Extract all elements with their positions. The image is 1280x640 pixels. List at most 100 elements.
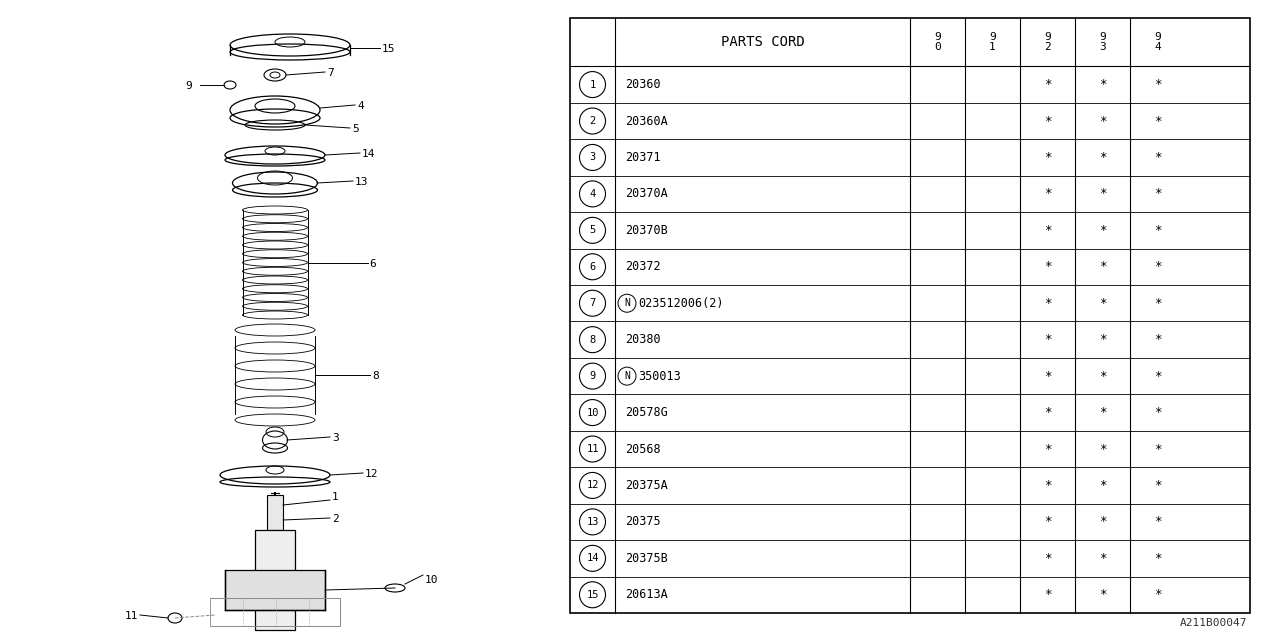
Text: 20372: 20372 — [625, 260, 660, 273]
Text: *: * — [1153, 224, 1161, 237]
Text: 9: 9 — [989, 32, 996, 42]
Text: 10: 10 — [425, 575, 439, 585]
Text: 1: 1 — [589, 79, 595, 90]
Text: 3: 3 — [332, 433, 339, 443]
Text: 7: 7 — [589, 298, 595, 308]
Text: 9: 9 — [1155, 32, 1161, 42]
Text: *: * — [1098, 297, 1106, 310]
Text: *: * — [1098, 588, 1106, 601]
Text: *: * — [1043, 188, 1051, 200]
Text: 3: 3 — [1100, 42, 1106, 52]
Text: *: * — [1153, 442, 1161, 456]
Text: *: * — [1098, 78, 1106, 91]
Text: *: * — [1098, 406, 1106, 419]
Text: 15: 15 — [586, 590, 599, 600]
Text: 20613A: 20613A — [625, 588, 668, 601]
Text: *: * — [1098, 151, 1106, 164]
Text: *: * — [1043, 442, 1051, 456]
Text: *: * — [1043, 515, 1051, 529]
Bar — [225, 570, 325, 610]
Text: *: * — [1043, 333, 1051, 346]
Text: 8: 8 — [372, 371, 379, 381]
Text: 20360A: 20360A — [625, 115, 668, 127]
Text: *: * — [1098, 333, 1106, 346]
Text: *: * — [1098, 515, 1106, 529]
Text: 1: 1 — [332, 492, 339, 502]
Text: *: * — [1153, 333, 1161, 346]
Text: *: * — [1153, 151, 1161, 164]
Text: 20370B: 20370B — [625, 224, 668, 237]
Text: *: * — [1043, 552, 1051, 565]
Text: 4: 4 — [357, 101, 364, 111]
Text: 20371: 20371 — [625, 151, 660, 164]
Bar — [268, 495, 283, 530]
Text: 9: 9 — [1044, 32, 1051, 42]
Text: 4: 4 — [1155, 42, 1161, 52]
Text: *: * — [1153, 188, 1161, 200]
Text: 13: 13 — [355, 177, 369, 187]
Text: 12: 12 — [586, 481, 599, 490]
Text: 20578G: 20578G — [625, 406, 668, 419]
Text: 5: 5 — [589, 225, 595, 236]
Text: *: * — [1153, 588, 1161, 601]
Text: *: * — [1153, 479, 1161, 492]
Text: 14: 14 — [586, 554, 599, 563]
Text: 6: 6 — [589, 262, 595, 272]
Text: A211B00047: A211B00047 — [1180, 618, 1248, 628]
Text: 10: 10 — [586, 408, 599, 417]
Text: 20568: 20568 — [625, 442, 660, 456]
Text: *: * — [1153, 406, 1161, 419]
Text: 20375A: 20375A — [625, 479, 668, 492]
Text: *: * — [1043, 479, 1051, 492]
Text: *: * — [1153, 78, 1161, 91]
Text: *: * — [1153, 297, 1161, 310]
Text: PARTS CORD: PARTS CORD — [721, 35, 804, 49]
Text: *: * — [1043, 297, 1051, 310]
Text: *: * — [1153, 260, 1161, 273]
Text: *: * — [1153, 515, 1161, 529]
Text: 9: 9 — [1100, 32, 1106, 42]
Text: N: N — [625, 371, 630, 381]
Text: 9: 9 — [589, 371, 595, 381]
Text: 2: 2 — [332, 514, 339, 524]
Text: 9: 9 — [934, 32, 941, 42]
Text: 023512006(2): 023512006(2) — [637, 297, 723, 310]
Text: *: * — [1043, 78, 1051, 91]
Bar — [210, 598, 340, 626]
Text: *: * — [1043, 588, 1051, 601]
Text: N: N — [625, 298, 630, 308]
Text: 11: 11 — [586, 444, 599, 454]
Text: 20375B: 20375B — [625, 552, 668, 565]
Text: *: * — [1043, 370, 1051, 383]
Text: 20375: 20375 — [625, 515, 660, 529]
Text: 7: 7 — [326, 68, 334, 78]
Text: 2: 2 — [1044, 42, 1051, 52]
Text: 9: 9 — [186, 81, 192, 91]
Text: 2: 2 — [589, 116, 595, 126]
Text: *: * — [1098, 552, 1106, 565]
Text: *: * — [1098, 260, 1106, 273]
Text: 12: 12 — [365, 469, 379, 479]
Text: 5: 5 — [352, 124, 358, 134]
Text: 20370A: 20370A — [625, 188, 668, 200]
Text: *: * — [1153, 370, 1161, 383]
Text: *: * — [1043, 151, 1051, 164]
Text: *: * — [1098, 115, 1106, 127]
Text: 6: 6 — [370, 259, 376, 269]
Text: 3: 3 — [589, 152, 595, 163]
Text: 8: 8 — [589, 335, 595, 345]
Text: *: * — [1043, 260, 1051, 273]
Text: 20360: 20360 — [625, 78, 660, 91]
Text: 20380: 20380 — [625, 333, 660, 346]
Text: 15: 15 — [381, 44, 396, 54]
Text: 4: 4 — [589, 189, 595, 199]
Bar — [255, 530, 294, 630]
Text: *: * — [1098, 442, 1106, 456]
Text: *: * — [1098, 188, 1106, 200]
Text: 13: 13 — [586, 517, 599, 527]
Bar — [570, 18, 1251, 613]
Text: *: * — [1098, 479, 1106, 492]
Text: *: * — [1043, 406, 1051, 419]
Text: 14: 14 — [362, 149, 375, 159]
Text: *: * — [1153, 115, 1161, 127]
